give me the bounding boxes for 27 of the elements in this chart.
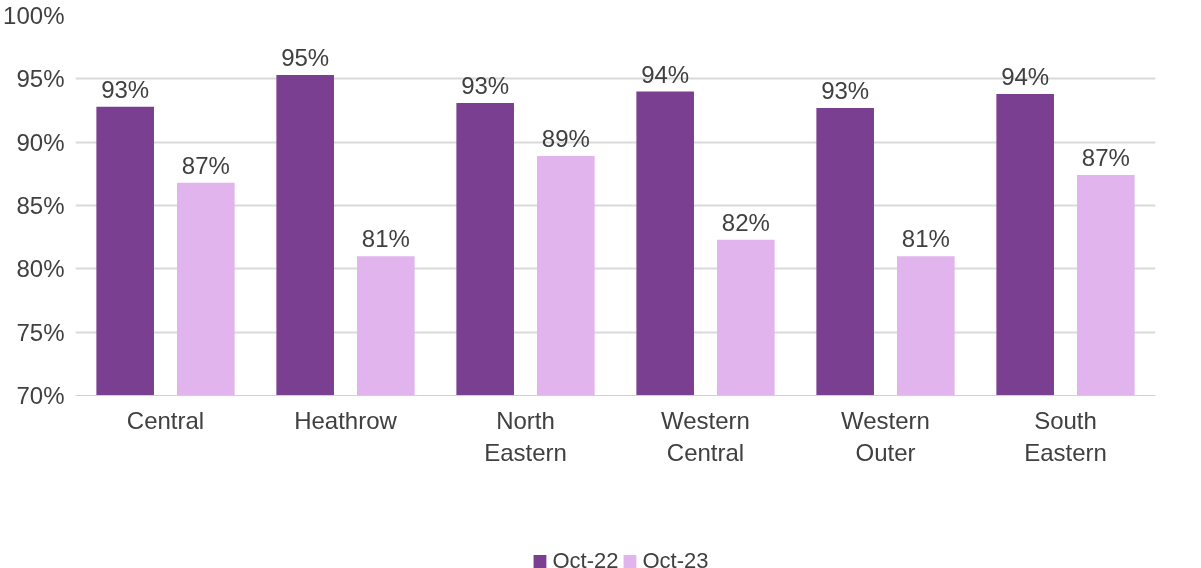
data-label: 93% [101, 75, 150, 103]
x-tick-label: Western Central [661, 406, 750, 466]
x-tick-label: Central [126, 406, 205, 434]
data-label: 89% [541, 125, 590, 153]
data-label: 95% [281, 44, 330, 72]
y-tick-label: 95% [16, 65, 65, 93]
data-label: 87% [1081, 144, 1130, 172]
y-tick-label: 90% [16, 128, 65, 156]
data-label: 94% [641, 60, 690, 88]
x-tick-label: Western Outer [841, 406, 930, 466]
data-label: 94% [1001, 63, 1050, 91]
y-tick-label: 70% [16, 382, 65, 409]
x-tick-label: South Eastern [1024, 406, 1107, 466]
x-tick-label: North Eastern [484, 406, 567, 466]
legend-label: Oct-23 [642, 547, 709, 568]
data-label: 87% [181, 151, 230, 179]
data-label: 81% [901, 225, 950, 253]
x-tick-label: Heathrow [294, 406, 398, 434]
y-tick-label: 85% [16, 192, 65, 219]
y-tick-label: 75% [16, 318, 65, 346]
data-label: 81% [361, 225, 410, 253]
data-label: 93% [821, 76, 870, 104]
data-label: 93% [461, 71, 510, 99]
data-label: 82% [721, 208, 770, 236]
y-tick-label: 80% [16, 255, 65, 283]
legend-label: Oct-22 [552, 547, 619, 568]
y-tick-label: 100% [3, 2, 65, 29]
